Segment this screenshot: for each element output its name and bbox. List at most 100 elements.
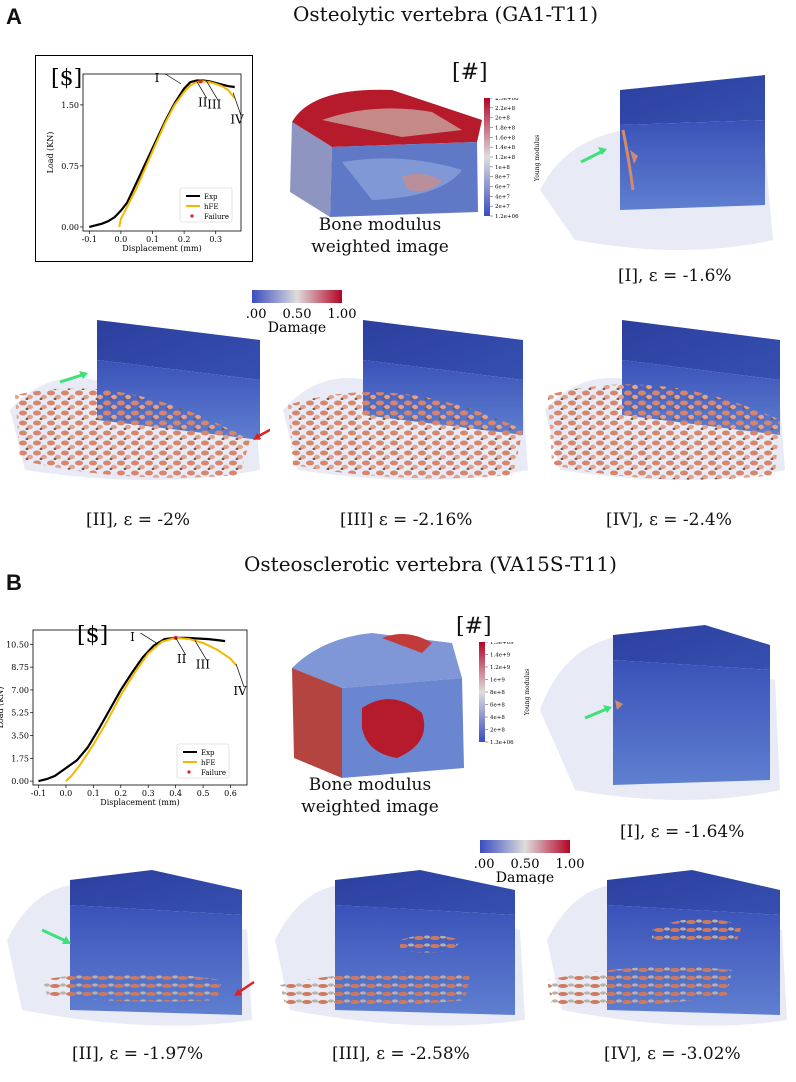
plot-frame bbox=[82, 73, 242, 232]
modulus-tick-label: 2e+8 bbox=[490, 728, 505, 734]
modulus-caption-a: Bone modulus weighted image bbox=[300, 214, 460, 258]
y-tick-label: 1.75 bbox=[11, 754, 29, 763]
x-tick-label: 0.4 bbox=[169, 789, 182, 798]
annotation-label-iii: III bbox=[196, 657, 210, 671]
modulus-tick-label: 6e+7 bbox=[495, 185, 510, 191]
plot-tag-a: [$] bbox=[51, 66, 82, 91]
x-tick-label: 0.3 bbox=[209, 235, 222, 244]
modulus-tag-b: [#] bbox=[456, 614, 492, 639]
damage-frame-a-iii bbox=[283, 320, 528, 480]
damage-frame-a-i bbox=[540, 75, 773, 250]
caption-a-2: [II], ε = -2% bbox=[86, 510, 191, 530]
modulus-tick-label: 4e+8 bbox=[490, 715, 505, 721]
x-tick-label: 0.2 bbox=[178, 235, 191, 244]
damage-tick-a-1: 0.50 bbox=[283, 307, 312, 322]
modulus-bar-label-b: Young modulus bbox=[524, 669, 531, 716]
panel-letter-b: B bbox=[6, 570, 22, 595]
y-tick-label: 8.75 bbox=[11, 663, 29, 672]
x-axis-label: Displacement (mm) bbox=[100, 798, 179, 807]
modulus-tick-label: 8e+8 bbox=[490, 690, 505, 696]
damage-frame-b-iii bbox=[275, 870, 525, 1026]
annotation-label-i: I bbox=[155, 71, 160, 85]
damage-frame-b-i bbox=[540, 625, 780, 800]
annotation-arrow bbox=[205, 80, 219, 101]
x-tick-label: 0.1 bbox=[146, 235, 159, 244]
modulus-caption-a-line2: weighted image bbox=[311, 237, 449, 257]
modulus-caption-b-line2: weighted image bbox=[301, 797, 439, 817]
damage-frame-a-ii bbox=[10, 320, 270, 480]
modulus-tick-label: 4e+7 bbox=[495, 194, 510, 200]
annotation-arrow bbox=[196, 81, 208, 99]
modulus-ticks-b: 1.5e+09 1.4e+9 1.2e+9 1e+9 8e+8 6e+8 4e+8 2e+8 1… bbox=[485, 642, 514, 746]
caption-b-2: [II], ε = -1.97% bbox=[72, 1044, 204, 1064]
modulus-tick-label: 1.4e+9 bbox=[490, 653, 511, 659]
annotation-arrow bbox=[232, 92, 242, 116]
legend-label: hFE bbox=[201, 759, 215, 767]
y-tick-label: 10.50 bbox=[6, 640, 29, 649]
damage-frame-b-ii bbox=[7, 870, 255, 1026]
damage-tick-b-2: 1.00 bbox=[556, 857, 584, 872]
modulus-ticks-a: 2.5e+08 2.2e+8 2e+8 1.8e+8 1.6e+8 1.4e+8 1.2e+… bbox=[490, 98, 519, 220]
y-axis-label: Load (KN) bbox=[0, 687, 5, 729]
legend-label: Exp bbox=[201, 749, 215, 757]
legend-swatch bbox=[187, 770, 191, 774]
modulus-tick-label: 1.4e+8 bbox=[495, 145, 516, 151]
annotation-arrow bbox=[175, 637, 186, 655]
modulus-tick-label: 2.2e+8 bbox=[495, 106, 516, 112]
y-tick-label: 7.00 bbox=[11, 686, 29, 695]
legend-label: Exp bbox=[204, 193, 218, 201]
x-tick-label: 0.2 bbox=[114, 789, 127, 798]
modulus-tick-label: 1e+8 bbox=[495, 165, 510, 171]
damage-colorbar-a: 0.00 0.50 1.00 Damage bbox=[246, 290, 356, 334]
legend-label: Failure bbox=[204, 213, 229, 221]
y-axis-label: Load (KN) bbox=[46, 132, 55, 174]
damage-colorbar-b: 0.00 0.50 1.00 Damage bbox=[474, 840, 584, 884]
caption-b-1: [I], ε = -1.64% bbox=[620, 822, 745, 842]
modulus-tick-label: 1.2e+06 bbox=[495, 214, 519, 220]
chart-a: [$] -0.1 0.0 0.1 0.2 0.3 0.00 0.75 1.50 Displace… bbox=[35, 55, 253, 262]
caption-a-1: [I], ε = -1.6% bbox=[618, 266, 732, 286]
x-tick-label: 0.0 bbox=[60, 789, 73, 798]
y-tick-label: 0.00 bbox=[61, 223, 79, 232]
legend-label: hFE bbox=[204, 203, 218, 211]
modulus-tick-label: 1.2e+8 bbox=[495, 155, 516, 161]
x-tick-label: 0.6 bbox=[224, 789, 237, 798]
annotation-arrow bbox=[194, 640, 208, 661]
series-line-hfe bbox=[65, 636, 237, 782]
x-tick-label: -0.1 bbox=[31, 789, 46, 798]
failure-point bbox=[198, 79, 203, 84]
modulus-tick-label: 6e+8 bbox=[490, 703, 505, 709]
damage-frame-a-iv bbox=[545, 320, 785, 480]
annotation-arrow bbox=[140, 632, 157, 644]
modulus-tick-label: 2.5e+08 bbox=[495, 98, 519, 102]
damage-title-b: Damage bbox=[496, 870, 554, 884]
modulus-bar-label-a: Young modulus bbox=[534, 135, 541, 182]
damage-title-a: Damage bbox=[268, 320, 326, 334]
modulus-tick-label: 1e+9 bbox=[490, 678, 505, 684]
y-tick-label: 3.50 bbox=[11, 732, 29, 741]
damage-tick-b-1: 0.50 bbox=[511, 857, 540, 872]
x-tick-label: 0.5 bbox=[197, 789, 210, 798]
modulus-caption-b: Bone modulus weighted image bbox=[290, 774, 450, 818]
y-tick-label: 0.00 bbox=[11, 777, 29, 786]
modulus-image-b bbox=[292, 633, 464, 778]
y-tick-label: 1.50 bbox=[61, 101, 79, 110]
modulus-tick-label: 8e+7 bbox=[495, 175, 510, 181]
x-tick-label: -0.1 bbox=[82, 235, 97, 244]
modulus-tick-label: 1.2e+9 bbox=[490, 665, 511, 671]
caption-a-3: [III] ε = -2.16% bbox=[340, 510, 473, 530]
modulus-caption-a-line1: Bone modulus bbox=[318, 215, 442, 235]
modulus-tick-label: 2e+7 bbox=[495, 204, 510, 210]
annotation-label-iv: IV bbox=[233, 684, 247, 698]
series-line-exp bbox=[38, 636, 226, 783]
annotation-label-iv: IV bbox=[230, 113, 244, 127]
annotation-label-ii: II bbox=[177, 652, 187, 666]
x-tick-label: 0.3 bbox=[142, 789, 155, 798]
annotation-label-i: I bbox=[130, 630, 135, 644]
modulus-tag-a: [#] bbox=[452, 60, 488, 85]
plot-frame bbox=[32, 629, 248, 786]
legend-label: Failure bbox=[201, 769, 226, 777]
y-tick-label: 0.75 bbox=[61, 162, 79, 171]
x-axis-label: Displacement (mm) bbox=[122, 244, 201, 253]
modulus-colorbar-a: 2.5e+08 2.2e+8 2e+8 1.8e+8 1.6e+8 1.4e+8 1.2e+… bbox=[484, 98, 541, 220]
